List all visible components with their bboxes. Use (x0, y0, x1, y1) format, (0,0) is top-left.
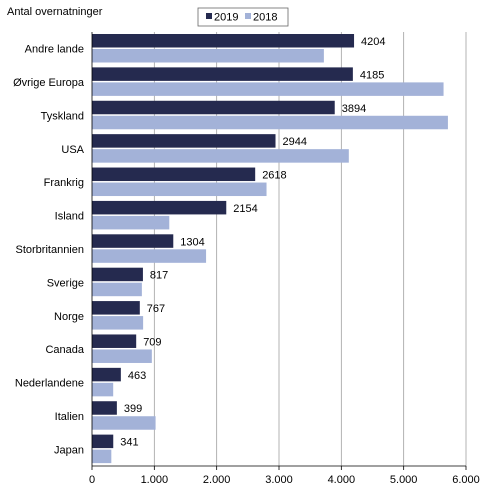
data-labels: 4204 4185 3894 2944 2618 2154 1304 817 767 709 463… (120, 36, 385, 449)
data-label-2019-frankrig: 2618 (262, 170, 286, 182)
bar-2018-norge (92, 316, 144, 330)
category-label-andre-lande: Andre lande (25, 44, 84, 56)
x-tick-label-3000: 3.000 (265, 474, 293, 486)
bar-2019-ovrige-europa (92, 67, 353, 81)
bar-2019-storbritannien (92, 234, 174, 248)
legend-label-2019: 2019 (214, 12, 238, 24)
category-label-japan: Japan (54, 444, 84, 456)
data-label-2019-sverige: 817 (150, 270, 168, 282)
bar-2019-andre-lande (92, 34, 355, 48)
x-tick-label-2000: 2.000 (203, 474, 231, 486)
bar-2018-frankrig (92, 182, 267, 197)
category-label-usa: USA (61, 144, 84, 156)
legend-label-2018: 2018 (253, 12, 277, 24)
bar-2018-ovrige-europa (92, 82, 444, 96)
bar-2019-norge (92, 301, 140, 315)
bars (92, 34, 448, 464)
data-label-2019-ovrige-europa: 4185 (360, 69, 384, 81)
bar-2019-sverige (92, 267, 143, 282)
x-tick-label-1000: 1.000 (141, 474, 169, 486)
x-tick-label-0: 0 (89, 474, 95, 486)
bar-2018-island (92, 215, 170, 230)
bar-2019-island (92, 200, 227, 215)
category-label-canada: Canada (45, 344, 84, 356)
bar-2019-japan (92, 434, 114, 449)
data-label-2019-tyskland: 3894 (342, 103, 366, 115)
bar-2018-japan (92, 449, 112, 464)
category-label-norge: Norge (54, 311, 84, 323)
legend-box (197, 7, 289, 27)
data-label-2019-nederlandene: 463 (128, 370, 146, 382)
legend-swatch-2018 (245, 13, 251, 19)
category-label-sverige: Sverige (47, 277, 84, 289)
legend-swatch-2019 (206, 13, 212, 19)
bar-2019-nederlandene (92, 367, 121, 382)
bar-2018-andre-lande (92, 49, 324, 63)
category-label-nederlandene: Nederlandene (15, 378, 84, 390)
bar-2018-italien (92, 416, 156, 430)
data-label-2019-island: 2154 (233, 203, 257, 215)
x-tick-label-6000: 6.000 (452, 474, 480, 486)
bar-2019-frankrig (92, 167, 256, 182)
bar-2018-sverige (92, 282, 142, 297)
grid-lines (153, 32, 467, 466)
data-label-2019-canada: 709 (143, 336, 161, 348)
bar-2018-canada (92, 349, 152, 363)
x-tick-label-5000: 5.000 (390, 474, 418, 486)
x-tick-label-4000: 4.000 (328, 474, 356, 486)
bar-2019-usa (92, 134, 276, 148)
category-label-italien: Italien (55, 411, 84, 423)
category-labels: Andre lande Øvrige Europa Tyskland USA Frank… (13, 44, 85, 457)
bar-2018-usa (92, 149, 349, 163)
bar-2018-storbritannien (92, 249, 207, 263)
bar-2019-tyskland (92, 100, 335, 115)
bar-2018-nederlandene (92, 382, 114, 397)
x-axis-ticks: 0 1.000 2.000 3.000 4.000 5.000 6.000 (89, 466, 480, 486)
data-label-2019-andre-lande: 4204 (361, 36, 385, 48)
legend: 2019 2018 (197, 7, 289, 27)
category-label-ovrige-europa: Øvrige Europa (13, 77, 85, 89)
bar-2019-italien (92, 401, 117, 415)
data-label-2019-italien: 399 (124, 403, 142, 415)
category-label-tyskland: Tyskland (41, 110, 84, 122)
category-label-storbritannien: Storbritannien (16, 244, 85, 256)
data-label-2019-storbritannien: 1304 (180, 236, 204, 248)
bar-2018-tyskland (92, 115, 448, 130)
data-label-2019-norge: 767 (147, 303, 165, 315)
bar-2019-canada (92, 334, 137, 348)
category-label-frankrig: Frankrig (44, 177, 84, 189)
data-label-2019-japan: 341 (120, 437, 138, 449)
y-axis-title: Antal overnatninger (7, 6, 103, 18)
data-label-2019-usa: 2944 (283, 136, 307, 148)
category-label-island: Island (55, 211, 84, 223)
